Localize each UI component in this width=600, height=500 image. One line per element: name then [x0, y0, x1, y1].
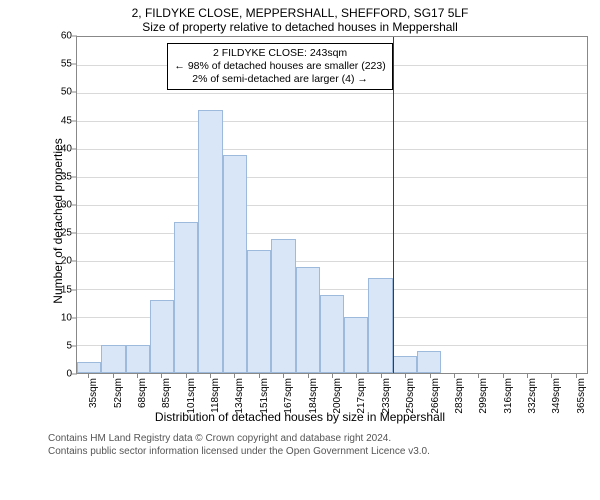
x-tick-label: 35sqm — [88, 378, 99, 408]
x-tick-label: 349sqm — [551, 378, 562, 414]
x-tick-label: 85sqm — [161, 378, 172, 408]
y-tick-label: 45 — [61, 115, 72, 126]
x-tick-label: 299sqm — [478, 378, 489, 414]
histogram-bar — [368, 278, 392, 373]
histogram-bar — [247, 250, 271, 373]
attribution-line-2: Contains public sector information licen… — [48, 445, 588, 458]
histogram-bar — [223, 155, 247, 373]
x-tick-label: 332sqm — [527, 378, 538, 414]
callout-line-1: 2 FILDYKE CLOSE: 243sqm — [174, 47, 385, 60]
histogram-bar — [296, 267, 320, 373]
plot-area: 2 FILDYKE CLOSE: 243sqm ← 98% of detache… — [76, 36, 588, 374]
x-tick-label: 167sqm — [283, 378, 294, 414]
x-tick-label: 250sqm — [405, 378, 416, 414]
x-tick-label: 365sqm — [576, 378, 587, 414]
histogram-bar — [320, 295, 344, 373]
x-tick-label: 233sqm — [381, 378, 392, 414]
y-tick-label: 40 — [61, 143, 72, 154]
x-tick-label: 200sqm — [332, 378, 343, 414]
chart-container: Number of detached properties 0510152025… — [48, 36, 588, 406]
x-tick-label: 217sqm — [356, 378, 367, 414]
histogram-bar — [126, 345, 150, 373]
y-axis-ticks: 051015202530354045505560 — [48, 36, 76, 374]
histogram-bar — [417, 351, 441, 373]
y-tick-label: 20 — [61, 256, 72, 267]
x-tick-label: 151sqm — [259, 378, 270, 414]
y-tick-label: 50 — [61, 87, 72, 98]
x-tick-label: 52sqm — [113, 378, 124, 408]
x-tick-label: 68sqm — [137, 378, 148, 408]
x-tick-label: 283sqm — [454, 378, 465, 414]
x-tick-label: 101sqm — [186, 378, 197, 414]
histogram-bar — [393, 356, 417, 373]
histogram-bar — [101, 345, 125, 373]
marker-callout: 2 FILDYKE CLOSE: 243sqm ← 98% of detache… — [167, 43, 392, 90]
x-tick-label: 118sqm — [210, 378, 221, 413]
y-tick-label: 30 — [61, 200, 72, 211]
attribution: Contains HM Land Registry data © Crown c… — [0, 424, 600, 458]
y-tick-label: 55 — [61, 59, 72, 70]
y-tick-label: 35 — [61, 171, 72, 182]
x-axis-ticks: 35sqm52sqm68sqm85sqm101sqm118sqm134sqm15… — [76, 374, 588, 406]
callout-line-3: 2% of semi-detached are larger (4) → — [174, 73, 385, 86]
x-tick-label: 316sqm — [503, 378, 514, 414]
x-tick-label: 266sqm — [430, 378, 441, 414]
attribution-line-1: Contains HM Land Registry data © Crown c… — [48, 432, 588, 445]
x-tick-label: 134sqm — [234, 378, 245, 414]
address-title: 2, FILDYKE CLOSE, MEPPERSHALL, SHEFFORD,… — [0, 0, 600, 20]
histogram-bar — [77, 362, 101, 373]
y-tick-label: 25 — [61, 228, 72, 239]
histogram-bar — [271, 239, 295, 373]
y-tick-label: 10 — [61, 312, 72, 323]
histogram-bar — [174, 222, 198, 373]
histogram-bar — [150, 300, 174, 373]
y-tick-label: 15 — [61, 284, 72, 295]
y-tick-label: 60 — [61, 31, 72, 42]
chart-subtitle: Size of property relative to detached ho… — [0, 20, 600, 36]
x-tick-label: 184sqm — [308, 378, 319, 414]
callout-line-2: ← 98% of detached houses are smaller (22… — [174, 60, 385, 73]
histogram-bar — [198, 110, 222, 373]
histogram-bar — [344, 317, 368, 373]
marker-line — [393, 37, 394, 373]
